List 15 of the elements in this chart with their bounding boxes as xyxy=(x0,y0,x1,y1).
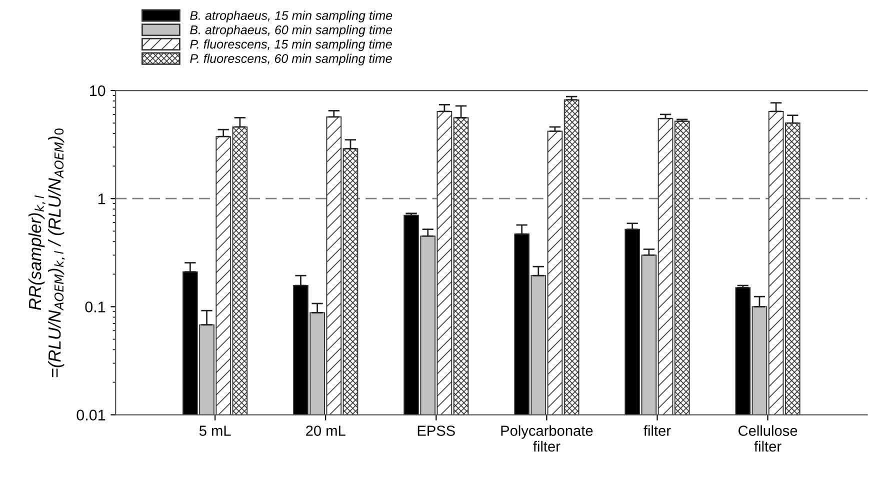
text: RR(sampler)$_{k,l}$ =(RLU/N$_{AOEM}$)$_{k,l}$ / (RLU/N$_{AOEM}$)$_{0}$ xyxy=(28,128,65,378)
legend-label: P. fluorescens, 15 min sampling time xyxy=(190,39,392,52)
x-tick-label: Cellulose filter xyxy=(738,425,798,452)
y-tick-label: 0.1 xyxy=(85,302,106,312)
x-tick-label: 5 mL xyxy=(199,426,231,436)
legend-label: B. atrophaeus, 15 min sampling time xyxy=(190,10,392,22)
y-tick-label: 0.01 xyxy=(76,410,106,420)
x-tick-label: filter xyxy=(644,425,671,436)
legend-label: P. fluorescens, 60 min sampling time xyxy=(190,54,392,66)
legend-label: B. atrophaeus, 60 min sampling time xyxy=(190,25,392,37)
x-tick-label: Polycarbonate filter xyxy=(501,425,593,452)
x-tick-label: 20 mL xyxy=(306,426,346,436)
x-tick-label: EPSS xyxy=(418,426,455,436)
y-tick-label: 1 xyxy=(98,194,106,204)
y-tick-label: 10 xyxy=(90,85,106,96)
